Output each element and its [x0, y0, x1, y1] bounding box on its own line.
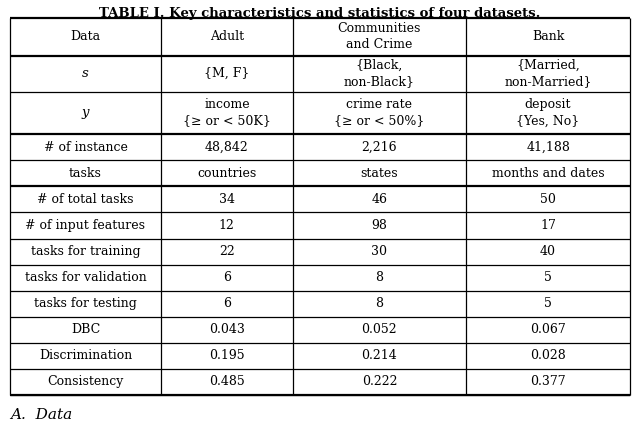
Text: months and dates: months and dates: [492, 167, 604, 180]
Text: 2,216: 2,216: [362, 141, 397, 154]
Text: {Married,
non-Married}: {Married, non-Married}: [504, 59, 592, 88]
Text: 34: 34: [219, 193, 235, 206]
Text: {M, F}: {M, F}: [204, 67, 250, 80]
Text: Consistency: Consistency: [47, 375, 124, 389]
Text: 48,842: 48,842: [205, 141, 249, 154]
Text: 0.485: 0.485: [209, 375, 244, 389]
Text: Bank: Bank: [532, 31, 564, 43]
Text: 30: 30: [371, 245, 387, 258]
Text: 50: 50: [540, 193, 556, 206]
Text: 6: 6: [223, 297, 231, 310]
Text: 0.052: 0.052: [362, 323, 397, 336]
Text: TABLE I. Key characteristics and statistics of four datasets.: TABLE I. Key characteristics and statist…: [99, 7, 541, 20]
Text: 0.377: 0.377: [531, 375, 566, 389]
Text: tasks for validation: tasks for validation: [24, 271, 147, 284]
Text: 0.043: 0.043: [209, 323, 244, 336]
Text: Adult: Adult: [210, 31, 244, 43]
Text: states: states: [360, 167, 398, 180]
Text: s: s: [82, 67, 89, 80]
Text: # of input features: # of input features: [26, 219, 145, 232]
Text: crime rate
{≥ or < 50%}: crime rate {≥ or < 50%}: [334, 99, 424, 127]
Text: 12: 12: [219, 219, 235, 232]
Text: 0.222: 0.222: [362, 375, 397, 389]
Text: {Black,
non-Black}: {Black, non-Black}: [344, 59, 415, 88]
Text: Communities
and Crime: Communities and Crime: [338, 22, 421, 52]
Text: DBC: DBC: [71, 323, 100, 336]
Text: tasks for testing: tasks for testing: [34, 297, 137, 310]
Text: 40: 40: [540, 245, 556, 258]
Text: # of total tasks: # of total tasks: [37, 193, 134, 206]
Text: A.  Data: A. Data: [10, 408, 72, 422]
Text: income
{≥ or < 50K}: income {≥ or < 50K}: [183, 99, 271, 127]
Text: 0.028: 0.028: [530, 350, 566, 362]
Text: # of instance: # of instance: [44, 141, 127, 154]
Text: 46: 46: [371, 193, 387, 206]
Text: 0.214: 0.214: [362, 350, 397, 362]
Text: 17: 17: [540, 219, 556, 232]
Text: 0.067: 0.067: [530, 323, 566, 336]
Text: 8: 8: [376, 271, 383, 284]
Text: 5: 5: [544, 297, 552, 310]
Text: 6: 6: [223, 271, 231, 284]
Text: tasks for training: tasks for training: [31, 245, 140, 258]
Text: countries: countries: [197, 167, 257, 180]
Text: 98: 98: [371, 219, 387, 232]
Text: y: y: [82, 106, 89, 119]
Text: 0.195: 0.195: [209, 350, 244, 362]
Text: 8: 8: [376, 297, 383, 310]
Text: 41,188: 41,188: [526, 141, 570, 154]
Text: 5: 5: [544, 271, 552, 284]
Text: tasks: tasks: [69, 167, 102, 180]
Text: Data: Data: [70, 31, 100, 43]
Text: Discrimination: Discrimination: [39, 350, 132, 362]
Text: 22: 22: [219, 245, 235, 258]
Text: deposit
{Yes, No}: deposit {Yes, No}: [516, 99, 580, 127]
